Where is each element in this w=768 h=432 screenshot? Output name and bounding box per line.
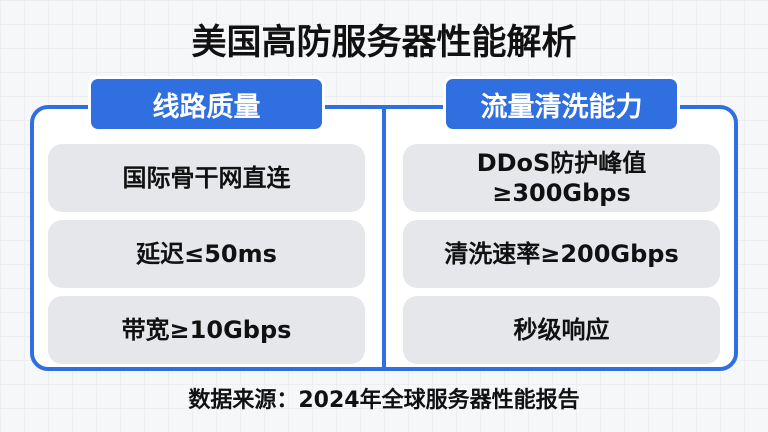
feature-card: 秒级响应	[403, 296, 720, 364]
column-header-line-quality: 线路质量	[88, 76, 325, 132]
column-divider	[382, 105, 386, 371]
source-footnote: 数据来源：2024年全球服务器性能报告	[188, 388, 580, 413]
feature-card: 延迟≤50ms	[48, 220, 365, 288]
column-header-traffic-scrubbing: 流量清洗能力	[443, 76, 680, 132]
feature-card: 带宽≥10Gbps	[48, 296, 365, 364]
page-title: 美国高防服务器性能解析	[191, 23, 577, 63]
feature-card: 清洗速率≥200Gbps	[403, 220, 720, 288]
feature-card: DDoS防护峰值 ≥300Gbps	[403, 144, 720, 212]
feature-card: 国际骨干网直连	[48, 144, 365, 212]
